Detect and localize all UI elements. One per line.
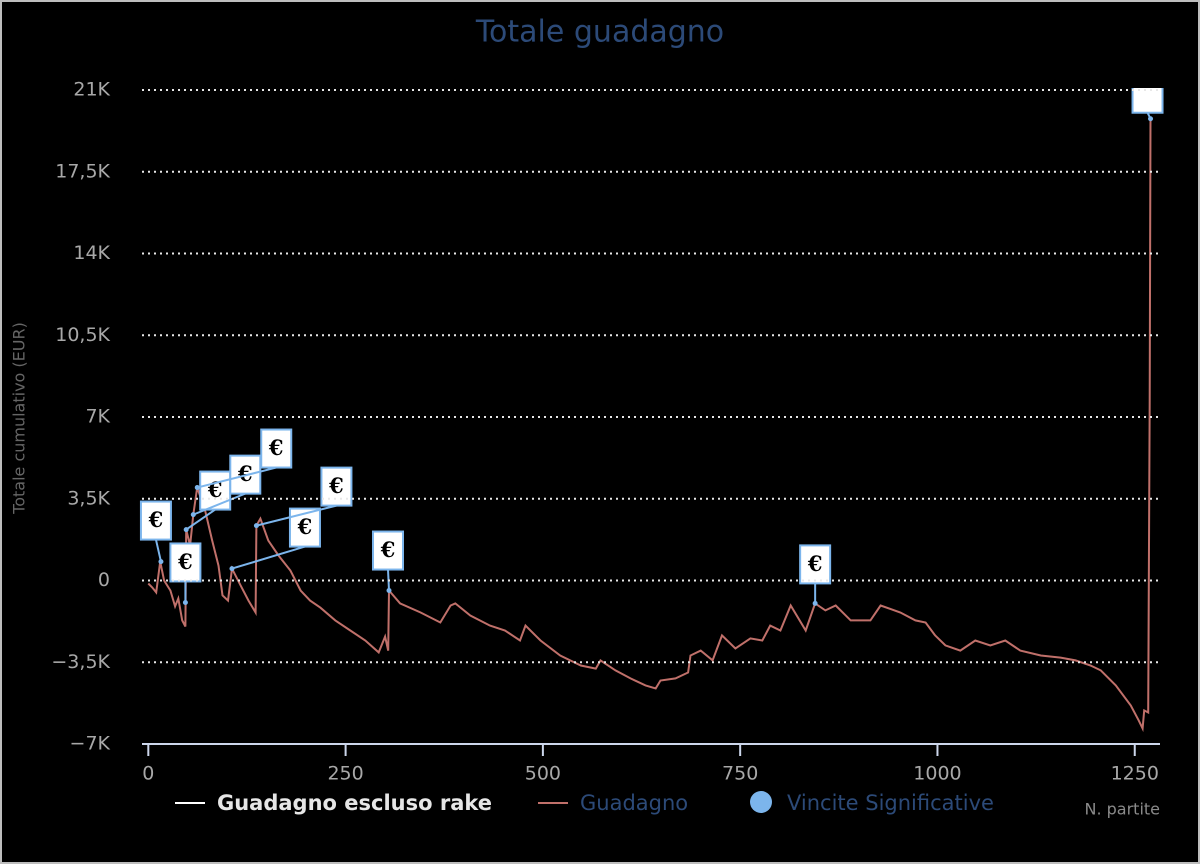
y-tick-label: −7K — [70, 733, 111, 755]
flag-point — [386, 588, 392, 594]
flag-connector — [192, 492, 246, 516]
flag-label: € — [328, 473, 344, 498]
flag-box — [260, 428, 293, 469]
legend-label[interactable]: Vincite Significative — [787, 791, 994, 815]
flag-point — [1148, 116, 1154, 122]
flag-box — [799, 544, 832, 585]
flag-point — [190, 512, 196, 518]
x-tick-label: 500 — [525, 763, 561, 785]
flag-label: € — [148, 507, 164, 532]
flag-point — [229, 566, 235, 572]
flag-label: € — [297, 514, 313, 539]
flag-connector — [185, 508, 216, 531]
flag-connector — [196, 466, 277, 489]
flag-point — [158, 559, 164, 565]
legend-label[interactable]: Guadagno escluso rake — [217, 791, 492, 815]
x-tick-label: 1000 — [913, 763, 961, 785]
legend-symbol — [750, 791, 772, 813]
flag-label: € — [380, 537, 396, 562]
y-tick-label: 17,5K — [55, 160, 110, 182]
chart-title: Totale guadagno — [475, 15, 724, 50]
y-axis-title: Totale cumulativo (EUR) — [10, 322, 29, 515]
y-tick-label: 3,5K — [67, 487, 110, 509]
y-tick-label: 10,5K — [55, 324, 110, 346]
flag-point — [253, 523, 259, 529]
flag-label: € — [177, 549, 193, 574]
flag-label: € — [237, 461, 253, 486]
flag-point — [182, 599, 188, 605]
legend-label[interactable]: Guadagno — [580, 791, 688, 815]
x-tick-label: 0 — [142, 763, 154, 785]
flag-point — [194, 485, 200, 491]
y-tick-label: 0 — [98, 569, 110, 591]
y-tick-label: 21K — [73, 79, 110, 101]
flag-point — [183, 527, 189, 533]
x-tick-label: 1250 — [1111, 763, 1159, 785]
flag-point — [812, 600, 818, 606]
flag-label: € — [268, 435, 284, 460]
flag-connector — [231, 545, 306, 570]
flag-box — [288, 507, 321, 548]
flag-connector — [154, 539, 162, 562]
x-tick-label: 750 — [722, 763, 758, 785]
x-tick-label: 250 — [327, 763, 363, 785]
flag-label: € — [807, 551, 823, 576]
y-tick-label: −3,5K — [51, 651, 110, 673]
flag-connector — [256, 504, 337, 527]
flag-box — [139, 500, 172, 541]
flag-box — [1131, 88, 1164, 114]
y-tick-label: 7K — [85, 406, 110, 428]
flag-box — [169, 542, 202, 583]
y-tick-label: 14K — [73, 242, 110, 264]
x-axis-title: N. partite — [1084, 800, 1160, 819]
plot-area: €€€€€€€€€ — [139, 88, 1164, 733]
flag-box — [372, 530, 405, 571]
